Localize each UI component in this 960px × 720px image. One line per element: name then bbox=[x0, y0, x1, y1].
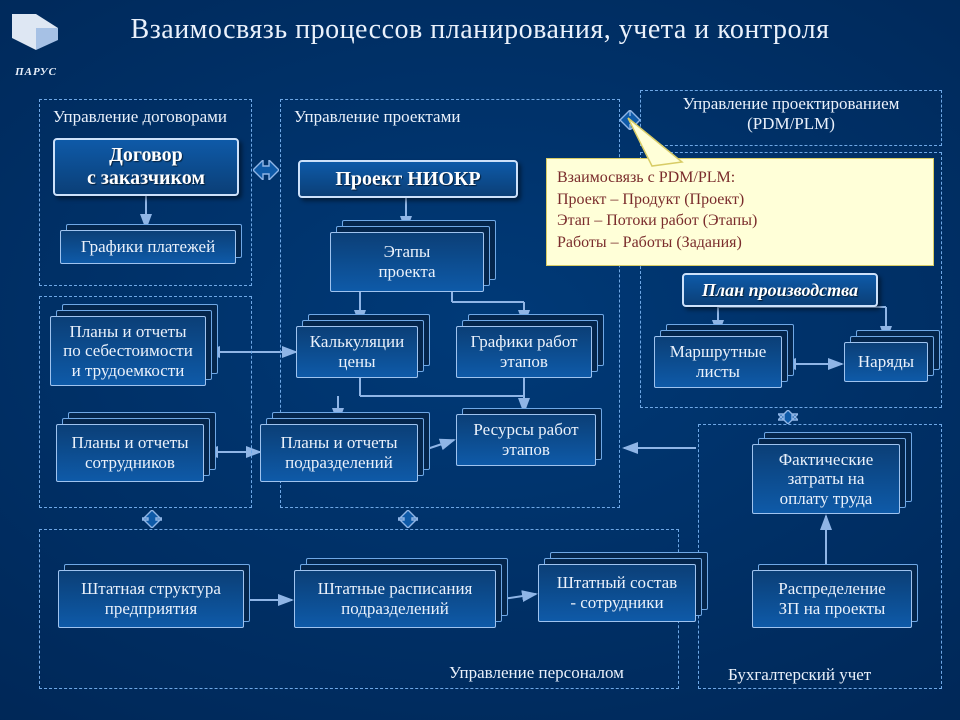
callout-tail bbox=[622, 114, 702, 174]
node-payments: Графики платежей bbox=[60, 230, 242, 270]
node-deptplans: Планы и отчетыподразделений bbox=[260, 424, 430, 494]
node-orgstruct: Штатная структурапредприятия bbox=[58, 570, 250, 634]
node-label-deptplans: Планы и отчетыподразделений bbox=[260, 424, 418, 482]
callout-line: Взаимосвязь с PDM/PLM: bbox=[557, 167, 923, 189]
node-label-orders: Наряды bbox=[844, 342, 928, 382]
callout-line: Проект – Продукт (Проект) bbox=[557, 189, 923, 211]
dbl-connector bbox=[398, 510, 418, 528]
group-label-contracts: Управление договорами bbox=[53, 107, 227, 127]
group-label-projects: Управление проектами bbox=[294, 107, 460, 127]
node-label-schedules: Графики работэтапов bbox=[456, 326, 592, 378]
node-label-empplans: Планы и отчетысотрудников bbox=[56, 424, 204, 482]
node-costplans: Планы и отчетыпо себестоимостии трудоемк… bbox=[50, 316, 218, 398]
callout-box: Взаимосвязь с PDM/PLM:Проект – Продукт (… bbox=[546, 158, 934, 266]
node-staffing: Штатные расписанияподразделений bbox=[294, 570, 508, 640]
node-stages: Этапыпроекта bbox=[330, 232, 496, 304]
node-empplans: Планы и отчетысотрудников bbox=[56, 424, 216, 494]
node-orders: Наряды bbox=[844, 342, 940, 394]
node-calc: Калькуляциицены bbox=[296, 326, 430, 390]
logo-text: ПАРУС bbox=[6, 66, 66, 78]
group-label-hr: Управление персоналом bbox=[449, 663, 624, 683]
node-resources: Ресурсы работэтапов bbox=[456, 414, 602, 472]
node-routes: Маршрутныелисты bbox=[654, 336, 794, 400]
callout-line: Этап – Потоки работ (Этапы) bbox=[557, 210, 923, 232]
node-actual: Фактическиезатраты наоплату труда bbox=[752, 444, 912, 526]
node-label-stages: Этапыпроекта bbox=[330, 232, 484, 292]
bignode-prodplan: План производства bbox=[682, 273, 878, 307]
node-label-staff: Штатный состав- сотрудники bbox=[538, 564, 696, 622]
node-schedules: Графики работэтапов bbox=[456, 326, 604, 390]
dbl-connector bbox=[778, 410, 798, 424]
node-label-staffing: Штатные расписанияподразделений bbox=[294, 570, 496, 628]
bignode-project: Проект НИОКР bbox=[298, 160, 518, 198]
node-staff: Штатный состав- сотрудники bbox=[538, 564, 708, 634]
node-label-orgstruct: Штатная структурапредприятия bbox=[58, 570, 244, 628]
node-label-routes: Маршрутныелисты bbox=[654, 336, 782, 388]
node-label-resources: Ресурсы работэтапов bbox=[456, 414, 596, 466]
callout-line: Работы – Работы (Задания) bbox=[557, 232, 923, 254]
node-distrib: РаспределениеЗП на проекты bbox=[752, 570, 918, 634]
dbl-connector bbox=[253, 160, 279, 180]
node-label-actual: Фактическиезатраты наоплату труда bbox=[752, 444, 900, 514]
node-label-payments: Графики платежей bbox=[60, 230, 236, 264]
slide-title: Взаимосвязь процессов планирования, учет… bbox=[0, 14, 960, 46]
node-label-costplans: Планы и отчетыпо себестоимостии трудоемк… bbox=[50, 316, 206, 386]
node-label-distrib: РаспределениеЗП на проекты bbox=[752, 570, 912, 628]
bignode-contract: Договорс заказчиком bbox=[53, 138, 239, 196]
group-label-accounting: Бухгалтерский учет bbox=[728, 665, 871, 685]
dbl-connector bbox=[142, 510, 162, 528]
slide: ПАРУС Взаимосвязь процессов планирования… bbox=[0, 0, 960, 720]
node-label-calc: Калькуляциицены bbox=[296, 326, 418, 378]
